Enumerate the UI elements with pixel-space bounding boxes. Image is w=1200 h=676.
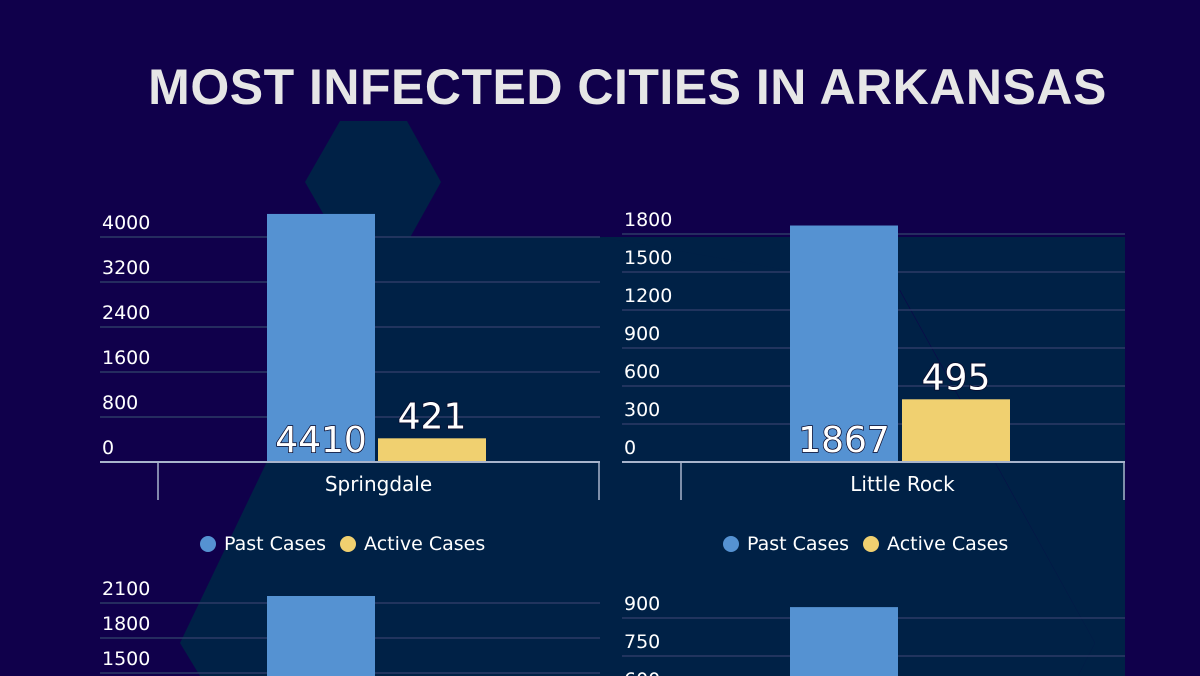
- legend-item-past: Past Cases: [723, 533, 849, 555]
- y-tick-label: 3200: [102, 257, 150, 279]
- legend-item-active: Active Cases: [863, 533, 1008, 555]
- past-dot-icon: [723, 536, 739, 552]
- legend-item-active: Active Cases: [340, 533, 485, 555]
- y-tick-label: 600: [624, 361, 660, 383]
- y-tick-label: 1500: [102, 648, 150, 670]
- legend-label: Past Cases: [747, 533, 850, 555]
- data-label-active: 495: [922, 357, 991, 398]
- y-tick-label: 1500: [624, 247, 672, 269]
- legend-springdale: Past Cases Active Cases: [200, 533, 499, 555]
- y-tick-label: 1200: [624, 285, 672, 307]
- y-tick-label: 800: [102, 392, 138, 414]
- legend-little-rock: Past Cases Active Cases: [723, 533, 1022, 555]
- legend-label: Past Cases: [224, 533, 327, 555]
- legend-label: Active Cases: [364, 533, 486, 555]
- bar-active-cases: [902, 399, 1010, 462]
- legend-label: Active Cases: [887, 533, 1009, 555]
- y-tick-label: 0: [102, 437, 114, 459]
- data-label-active: 421: [398, 396, 467, 437]
- y-tick-label: 4000: [102, 212, 150, 234]
- y-tick-label: 900: [624, 323, 660, 345]
- data-label-past: 1867: [798, 420, 890, 461]
- active-dot-icon: [863, 536, 880, 552]
- y-tick-label: 750: [624, 631, 660, 653]
- hexagon-shape-small: [305, 121, 441, 243]
- bar-past-cases: [267, 213, 375, 462]
- y-tick-label: 600: [624, 669, 660, 676]
- y-tick-label: 1600: [102, 347, 150, 369]
- y-tick-label: 2400: [102, 302, 150, 324]
- y-tick-label: 1800: [102, 613, 150, 635]
- past-dot-icon: [200, 536, 216, 552]
- category-label: Little Rock: [850, 472, 955, 496]
- page-title: MOST INFECTED CITIES IN ARKANSAS: [148, 59, 1107, 115]
- y-tick-label: 1800: [624, 209, 672, 231]
- category-label: Springdale: [325, 472, 432, 496]
- bar-past-cases: [790, 225, 898, 462]
- y-tick-label: 900: [624, 593, 660, 615]
- bar-past-cases: [267, 596, 375, 676]
- bar-active-cases: [378, 438, 486, 462]
- y-tick-label: 2100: [102, 578, 150, 600]
- y-tick-label: 0: [624, 437, 636, 459]
- bar-past-cases: [790, 607, 898, 676]
- legend-item-past: Past Cases: [200, 533, 326, 555]
- data-label-past: 4410: [275, 420, 367, 461]
- active-dot-icon: [340, 536, 357, 552]
- y-tick-label: 300: [624, 399, 660, 421]
- hexagon-shape-right: [600, 237, 1125, 676]
